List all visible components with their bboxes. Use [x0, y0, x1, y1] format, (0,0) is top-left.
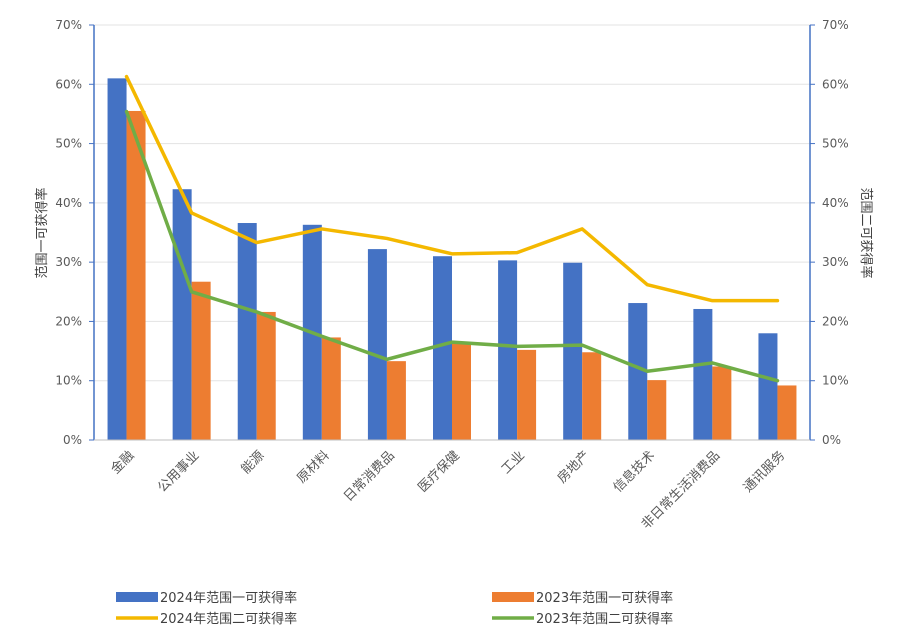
y-axis-title: 范围一可获得率 — [34, 187, 50, 278]
bar — [367, 249, 387, 440]
y-tick-label: 0% — [63, 433, 82, 447]
y2-tick-label: 20% — [822, 314, 849, 328]
bar — [758, 333, 778, 440]
legend-swatch — [116, 592, 158, 602]
bar — [628, 303, 648, 440]
bar — [126, 110, 146, 440]
x-tick-label: 通讯服务 — [740, 448, 788, 496]
y2-tick-label: 0% — [822, 433, 841, 447]
x-tick-label: 原材料 — [294, 448, 332, 486]
x-tick-label: 公用事业 — [155, 448, 202, 495]
bar — [498, 260, 518, 440]
y2-tick-label: 10% — [822, 374, 849, 388]
legend-label: 2024年范围二可获得率 — [160, 611, 297, 627]
bar — [563, 262, 583, 440]
bar — [777, 385, 797, 440]
lines — [124, 74, 780, 383]
x-tick-label: 日常消费品 — [341, 448, 398, 505]
y-tick-label: 10% — [55, 374, 82, 388]
y2-tick-label: 70% — [822, 18, 849, 32]
x-tick-label: 信息技术 — [610, 448, 658, 496]
bar — [712, 366, 732, 440]
x-tick-label: 能源 — [239, 448, 268, 477]
y-tick-label: 60% — [55, 77, 82, 91]
x-tick-label: 医疗保健 — [415, 448, 462, 495]
y-tick-label: 20% — [55, 314, 82, 328]
bar — [693, 308, 713, 440]
x-tick-label: 工业 — [499, 448, 528, 477]
bar — [107, 78, 127, 440]
bar — [452, 343, 471, 440]
bar — [256, 311, 276, 440]
axes — [89, 24, 815, 441]
y2-tick-label: 60% — [822, 77, 849, 91]
bar — [191, 281, 211, 440]
bar — [647, 380, 667, 440]
bar — [517, 349, 537, 440]
y2-tick-label: 40% — [822, 196, 849, 210]
x-tick-label: 房地产 — [554, 448, 593, 487]
y2-axis-title: 范围二可获得率 — [858, 187, 874, 278]
legend-label: 2023年范围一可获得率 — [536, 590, 673, 606]
legend: 2024年范围一可获得率 2023年范围一可获得率 2024年范围二可获得率 2023… — [116, 590, 673, 627]
bar — [433, 256, 452, 440]
y-tick-label: 50% — [55, 137, 82, 151]
y-tick-label: 40% — [55, 196, 82, 210]
bar — [582, 352, 602, 440]
bar — [386, 361, 406, 440]
series-line — [124, 109, 780, 383]
y-tick-label: 70% — [55, 18, 82, 32]
y2-tick-label: 50% — [822, 137, 849, 151]
legend-label: 2023年范围二可获得率 — [536, 611, 673, 627]
bar — [321, 337, 341, 440]
series-line — [124, 74, 780, 303]
legend-swatch — [492, 592, 534, 602]
x-tick-label: 金融 — [108, 448, 138, 478]
bar — [237, 223, 257, 440]
bars — [107, 78, 797, 440]
y2-tick-label: 30% — [822, 255, 849, 269]
bar — [172, 189, 192, 440]
legend-label: 2024年范围一可获得率 — [160, 590, 297, 606]
y-tick-label: 30% — [55, 255, 82, 269]
